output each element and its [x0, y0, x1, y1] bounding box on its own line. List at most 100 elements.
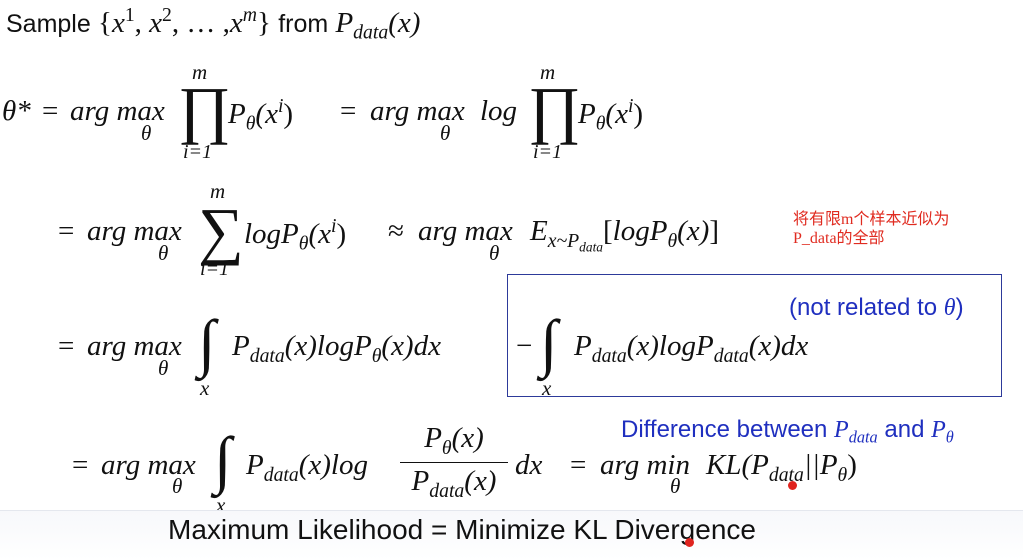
integral-3-term: Pdata(x)log: [246, 451, 368, 486]
equals-3: =: [58, 215, 75, 247]
diff-p1-sub: data: [848, 427, 878, 447]
i2-p: P: [574, 330, 592, 362]
argmax-3-sub: θ: [158, 241, 169, 265]
p-data-sub: data: [353, 21, 389, 44]
integral-1: ∫: [198, 307, 216, 378]
term2-arg-close: ): [633, 97, 644, 130]
logp-arg-close: ): [336, 217, 347, 250]
kl-close: ): [847, 449, 857, 481]
prod-1-term: Pθ(xi): [228, 96, 294, 135]
argmax-3: arg max: [87, 215, 182, 247]
e-logp: logP: [612, 215, 668, 247]
integral-2-term: Pdata(x)logPdata(x)dx: [574, 332, 808, 367]
diff-p2: P: [931, 417, 946, 443]
red-annotation-line1: 将有限m个样本近似为: [793, 211, 950, 228]
log-word: log: [480, 95, 518, 127]
term-arg-open: (x: [255, 97, 278, 130]
i1-p-sub: data: [249, 344, 285, 367]
x-2: x: [149, 6, 163, 39]
minus-sign: −: [516, 330, 533, 362]
prod-2-symbol: ∏: [528, 74, 581, 145]
equals-1: =: [42, 95, 59, 127]
integral-3-sub: x: [216, 493, 226, 517]
integral-1-sub: x: [200, 376, 210, 400]
sup-m: m: [242, 4, 258, 26]
i3-p: P: [246, 449, 264, 481]
diff-p1: P: [834, 417, 849, 443]
fraction-denominator: Pdata(x): [398, 463, 510, 502]
i2-p2-sub: data: [713, 344, 749, 367]
set-close: }: [257, 6, 271, 39]
term-p-sub: θ: [245, 112, 256, 135]
not-related-text: (not related to: [789, 294, 944, 321]
den-arg: (x): [464, 464, 497, 497]
e-sub: x~Pdata: [547, 229, 603, 255]
kl-sub-theta: θ: [837, 463, 848, 486]
sup-2: 2: [162, 4, 172, 26]
diff-p2-sub: θ: [945, 427, 954, 447]
i1-mid: (x)logP: [284, 330, 372, 362]
pointer-dot-2: [685, 538, 694, 547]
logp-sub: θ: [298, 232, 309, 255]
sample-word: Sample: [6, 9, 91, 38]
difference-note: Difference between Pdata and Pθ: [621, 416, 954, 448]
argmax-4-sub: θ: [489, 241, 500, 265]
equals-5: =: [72, 449, 89, 481]
footer-title: Maximum Likelihood = Minimize KL Diverge…: [168, 514, 756, 545]
fraction: Pθ(x) Pdata(x): [398, 424, 510, 501]
den-p-sub: data: [429, 479, 465, 502]
integral-2: ∫: [540, 307, 558, 378]
e-subsub: data: [579, 239, 603, 255]
footer-bar: [0, 510, 1023, 560]
argmax-1-sub: θ: [141, 121, 152, 145]
argmax-6-sub: θ: [172, 474, 183, 498]
sum-lower: i=1: [200, 258, 230, 280]
bracket-open: [: [602, 215, 613, 247]
num-p: P: [424, 422, 442, 454]
sum-upper: m: [210, 179, 226, 203]
diff-and: and: [877, 416, 932, 443]
not-related-note: (not related to θ): [789, 294, 964, 322]
i3-p-sub: data: [263, 463, 299, 486]
prod-1-upper: m: [192, 60, 208, 84]
term2-p-sub: θ: [595, 112, 606, 135]
set-open: {: [98, 6, 112, 39]
kl-mid: ||P: [803, 449, 838, 481]
e-logp-arg: (x): [677, 215, 710, 247]
dx: dx: [515, 449, 543, 481]
x-1: x: [111, 6, 125, 39]
pointer-dot-1: [788, 481, 797, 490]
argmax-2: arg max: [370, 95, 465, 127]
i2-p-sub: data: [591, 344, 627, 367]
prod-1-symbol: ∏: [178, 74, 231, 145]
argmin: arg min: [600, 449, 690, 481]
equals-4: =: [58, 330, 75, 362]
e-logp-sub: θ: [667, 229, 678, 252]
e-sub-text: x~P: [547, 229, 580, 252]
logp-arg-open: (x: [308, 217, 331, 250]
term2-arg-sup: i: [627, 95, 634, 117]
i2-tail: (x)dx: [748, 330, 809, 362]
e-symbol: E: [530, 215, 548, 247]
sup-1: 1: [124, 4, 135, 26]
prod-2-term: Pθ(xi): [578, 95, 644, 135]
term2-arg-open: (x: [605, 97, 628, 130]
term-arg-close: ): [283, 97, 294, 130]
sample-line: Sample {x1, x2, … ,xm} from Pdata(x): [6, 4, 421, 44]
argmax-4: arg max: [418, 215, 513, 247]
prod-1-lower: i=1: [183, 141, 213, 163]
num-arg: (x): [451, 422, 484, 454]
sum-symbol: ∑: [198, 195, 244, 266]
prod-2-upper: m: [540, 60, 556, 84]
not-related-box: [507, 274, 1002, 397]
ellipsis: , … ,: [171, 6, 230, 39]
p-data-arg: (x): [388, 6, 421, 39]
argmax-2-sub: θ: [440, 121, 451, 145]
approx-sign: ≈: [388, 215, 404, 247]
i1-p: P: [232, 330, 250, 362]
integral-1-term: Pdata(x)logPθ(x)dx: [232, 332, 441, 367]
i1-theta: θ: [371, 344, 382, 367]
argmax-6: arg max: [101, 449, 196, 481]
logp-arg-sup: i: [331, 215, 337, 237]
red-annotation: 将有限m个样本近似为 P_data的全部: [793, 210, 949, 248]
